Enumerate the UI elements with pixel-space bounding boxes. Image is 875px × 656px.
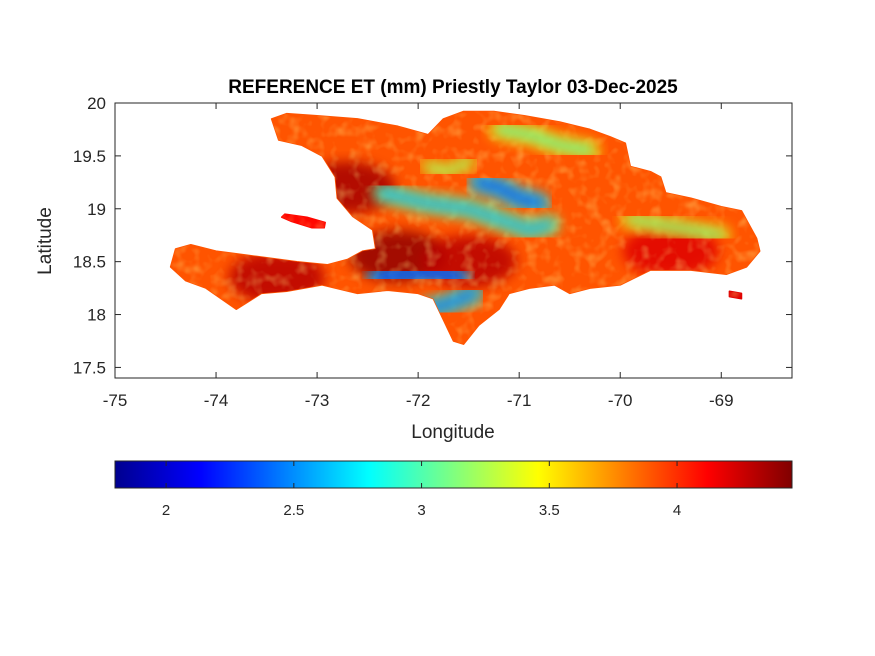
x-tick-label: -75 <box>103 391 128 410</box>
y-tick-label: 17.5 <box>73 358 106 377</box>
colorbar-ticks: 2 2.5 3 3.5 4 <box>162 461 681 519</box>
chart-title: REFERENCE ET (mm) Priestly Taylor 03-Dec… <box>228 77 678 98</box>
colorbar-tick-label: 3.5 <box>539 502 560 519</box>
y-tick-label: 19 <box>87 200 106 219</box>
y-tick-label: 19.5 <box>73 147 106 166</box>
heatmap-layer <box>169 103 761 345</box>
feature-cibao-uplands <box>474 177 544 208</box>
feature-northern-coastal-cordillera <box>494 124 595 156</box>
x-axis: -75 -74 -73 -72 -71 -70 -69 <box>103 103 734 410</box>
feature-massif-de-la-selle <box>373 267 464 282</box>
feature-central-plateau <box>423 156 474 177</box>
colorbar-gradient <box>114 460 793 489</box>
feature-massif-du-nord-cordillera-central <box>378 188 554 235</box>
x-tick-label: -74 <box>204 391 229 410</box>
colorbar-tick-label: 3 <box>417 502 425 519</box>
feature-eastern-cordillera <box>625 214 726 240</box>
x-axis-label: Longitude <box>411 422 494 443</box>
colorbar-tick-label: 2.5 <box>283 502 304 519</box>
y-axis-label: Latitude <box>35 207 56 275</box>
colorbar: 2 2.5 3 3.5 4 <box>114 460 793 519</box>
x-tick-label: -71 <box>507 391 532 410</box>
x-tick-label: -73 <box>305 391 330 410</box>
y-tick-label: 18 <box>87 306 106 325</box>
y-tick-label: 20 <box>87 94 106 113</box>
x-tick-label: -72 <box>406 391 431 410</box>
terrain-detail <box>170 103 760 345</box>
colorbar-tick-label: 4 <box>673 502 681 519</box>
x-tick-label: -69 <box>709 391 734 410</box>
plot-area <box>169 103 761 345</box>
colorbar-tick-label: 2 <box>162 502 170 519</box>
x-tick-label: -70 <box>608 391 633 410</box>
y-axis: 17.5 18 18.5 19 19.5 20 <box>73 94 792 377</box>
y-tick-label: 18.5 <box>73 253 106 272</box>
plot-frame <box>114 102 793 379</box>
